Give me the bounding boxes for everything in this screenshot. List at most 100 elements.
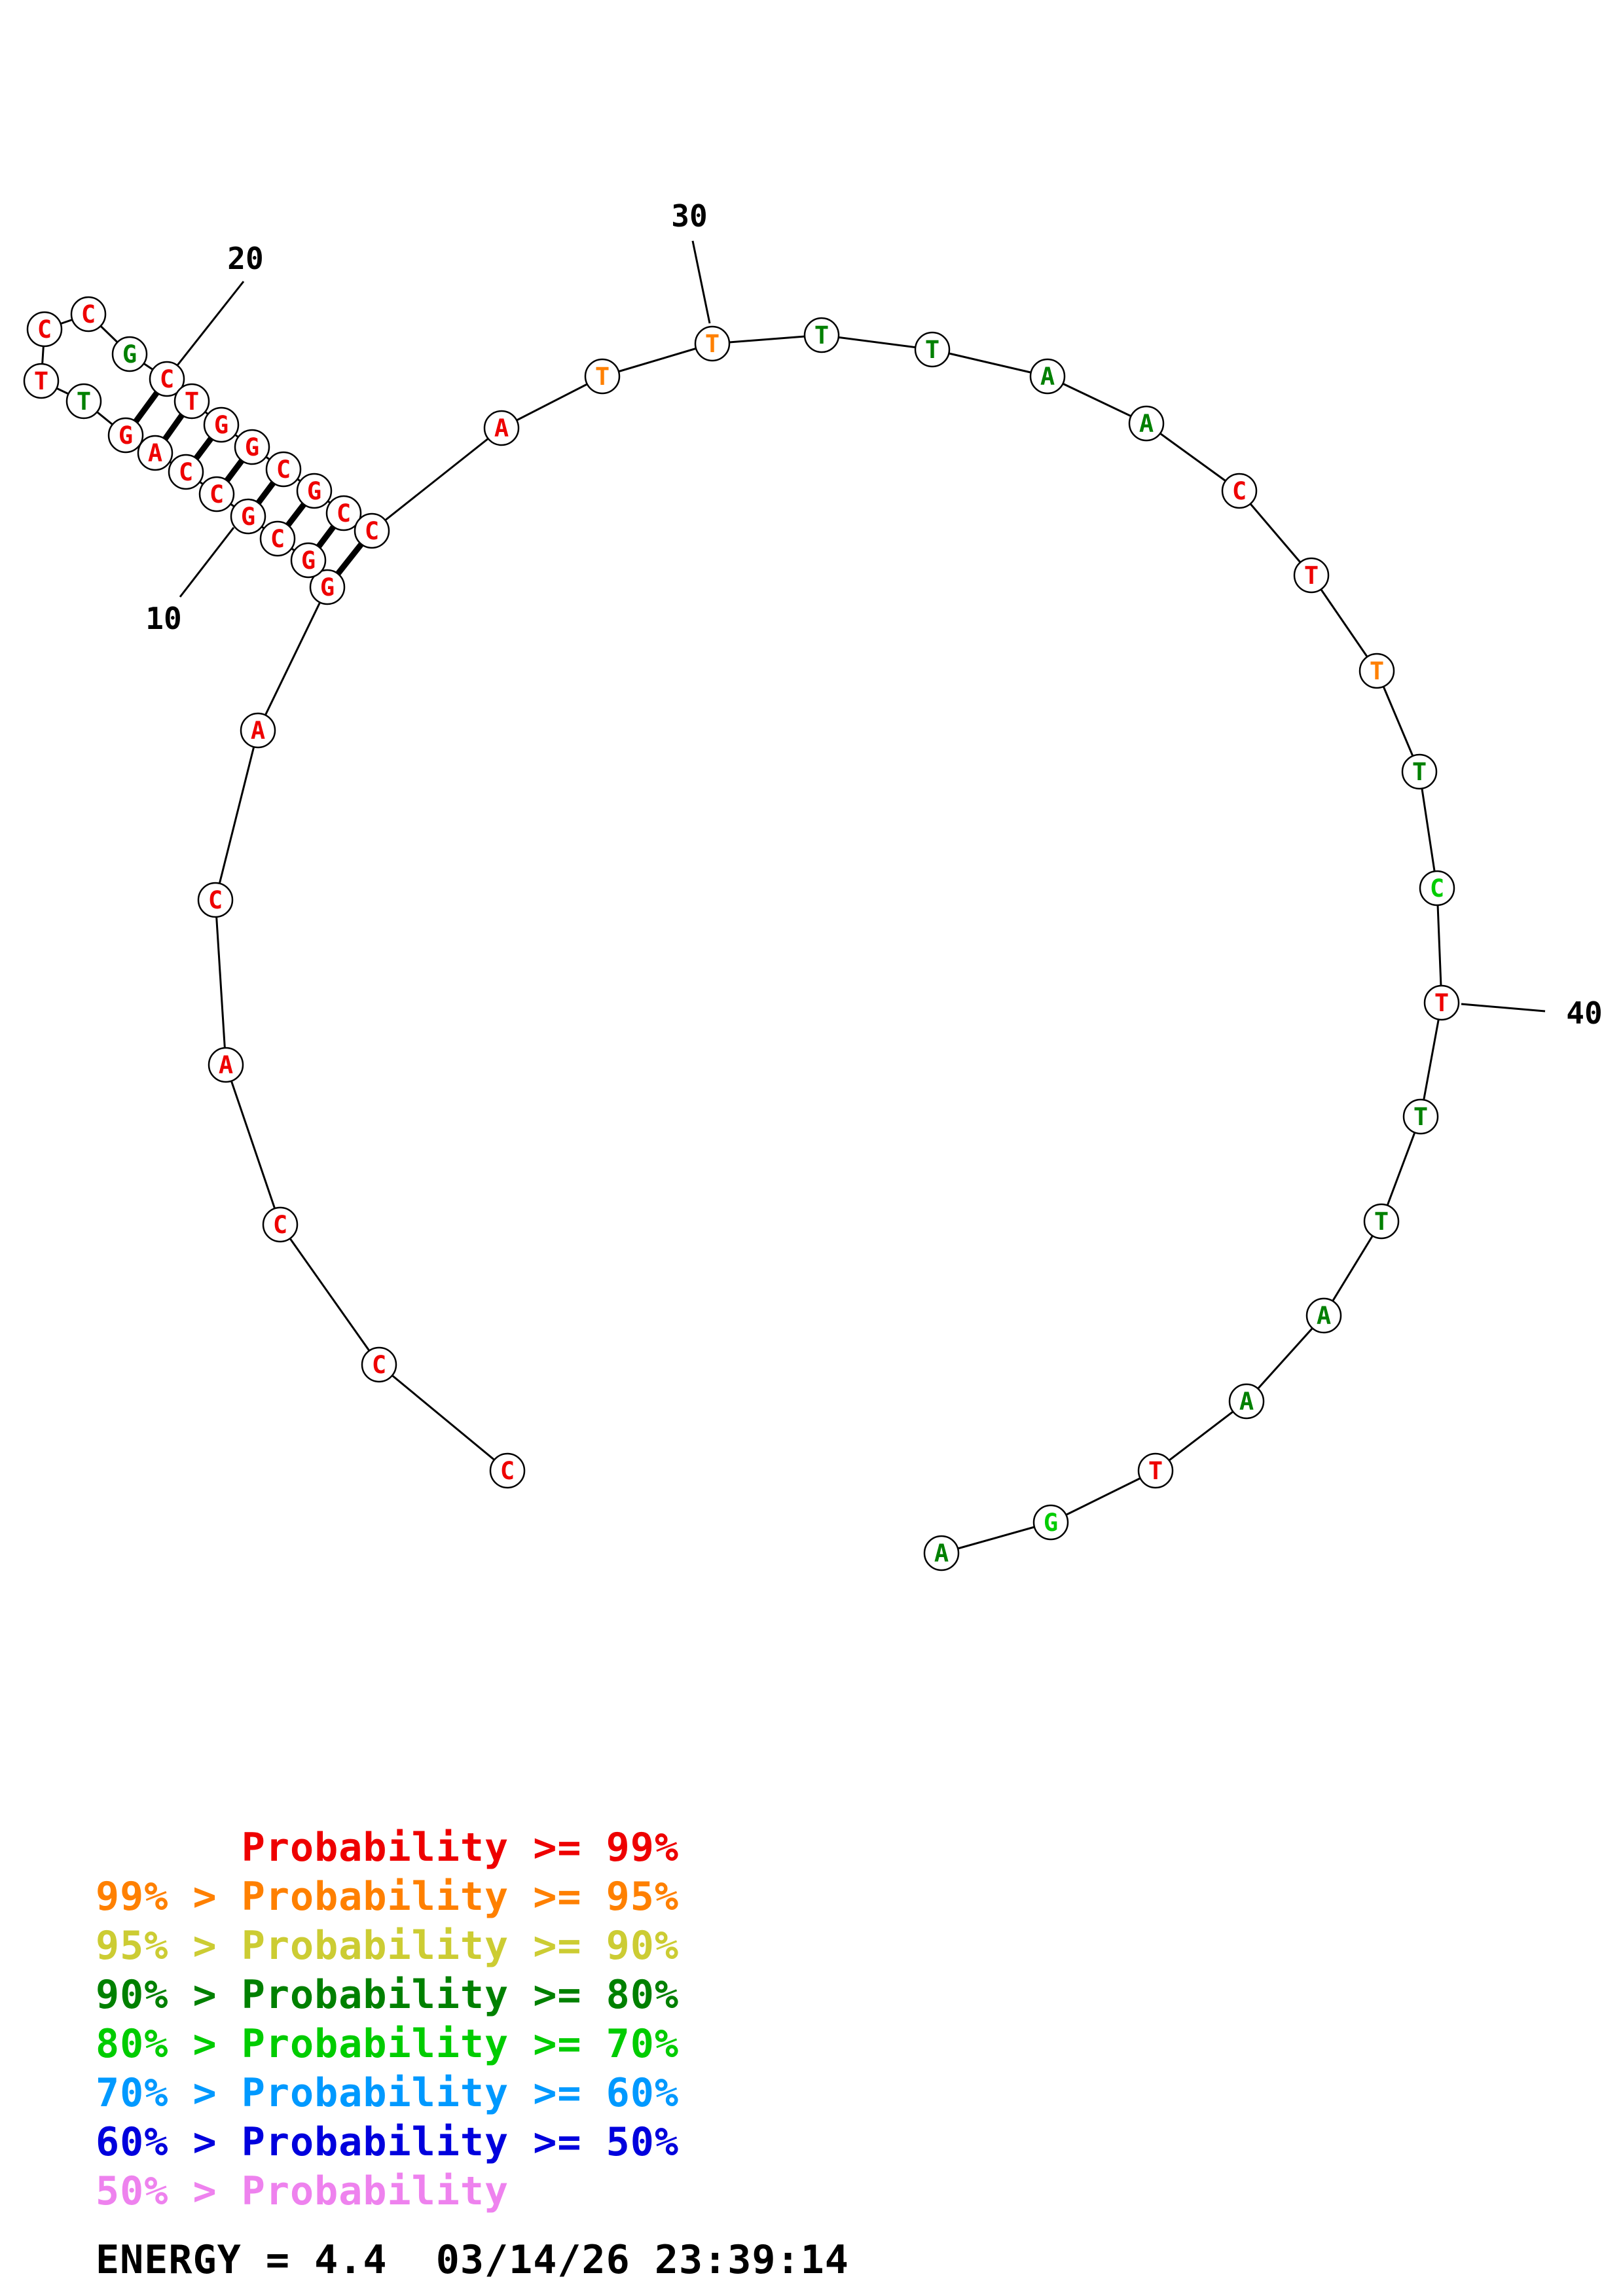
position-leader-line: [691, 240, 711, 324]
base-circle: [483, 410, 520, 446]
base-circle: [107, 417, 144, 454]
base-circle: [923, 1535, 960, 1571]
base-letter: G: [122, 340, 137, 368]
base-circle: [1401, 753, 1438, 790]
leader-line-layer: [176, 240, 1546, 1013]
base-letter: C: [500, 1457, 515, 1485]
base-letter: T: [34, 367, 48, 395]
base-letter: T: [705, 330, 720, 358]
legend-item: 70% > Probability >= 60%: [96, 2070, 679, 2116]
base-circle: [208, 1047, 244, 1083]
base-letter: T: [1304, 562, 1319, 590]
backbone-segment: [214, 899, 227, 1066]
base-letter: G: [245, 433, 259, 461]
base-circle: [309, 569, 346, 605]
backbone-segment: [941, 1521, 1051, 1554]
position-leader-line: [179, 527, 235, 598]
backbone-segment: [1047, 375, 1147, 425]
base-circle: [23, 363, 60, 399]
backbone-segment: [712, 334, 822, 345]
backbone-segment: [371, 427, 502, 532]
backbone-segment: [1245, 1314, 1325, 1403]
base-circle: [1029, 358, 1066, 395]
base-letter: T: [1148, 1457, 1163, 1485]
backbone-segment: [1436, 888, 1443, 1003]
base-circle: [1305, 1297, 1342, 1334]
legend-item: 95% > Probability >= 90%: [96, 1923, 679, 1969]
base-circle: [803, 317, 840, 353]
base-circle: [26, 311, 63, 348]
base-circle: [296, 473, 333, 509]
base-circle: [265, 451, 302, 488]
base-circle: [198, 476, 235, 512]
base-circle: [290, 542, 327, 579]
backbone-segment: [214, 730, 259, 901]
base-letter: A: [1040, 363, 1055, 391]
base-circle: [168, 454, 204, 490]
base-letter: T: [1413, 1103, 1428, 1131]
legend-item: 80% > Probability >= 70%: [96, 2021, 679, 2067]
base-letter: C: [372, 1351, 386, 1379]
legend-item: 90% > Probability >= 80%: [96, 1972, 679, 2018]
legend-item: 99% > Probability >= 95%: [96, 1874, 679, 1920]
backbone-segment: [501, 375, 603, 429]
position-label: 10: [145, 601, 181, 636]
base-circle: [1293, 557, 1330, 594]
backbone-segment: [1310, 575, 1378, 672]
base-circle: [361, 1346, 397, 1383]
backbone-segment: [1146, 422, 1240, 492]
backbone-segment: [1380, 1116, 1422, 1222]
base-letter: T: [1374, 1208, 1389, 1236]
energy-line: ENERGY = 4.4 03/14/26 23:39:14: [96, 2237, 849, 2283]
base-letter: G: [119, 422, 133, 450]
base-circle: [1402, 1098, 1439, 1135]
base-pair-layer: [123, 377, 374, 589]
base-letter: C: [337, 499, 351, 528]
base-letter: A: [1317, 1302, 1331, 1330]
probability-legend: Probability >= 99% 99% > Probability >= 9…: [96, 1823, 679, 2216]
base-letter: G: [320, 573, 335, 601]
base-circle: [197, 882, 234, 918]
base-circle: [694, 325, 731, 362]
base-letter: T: [185, 387, 199, 416]
backbone-segment: [1238, 490, 1313, 576]
base-letter: C: [270, 525, 285, 553]
legend-item: 60% > Probability >= 50%: [96, 2119, 679, 2165]
base-letter: C: [208, 886, 223, 914]
base-letter: A: [148, 439, 162, 467]
base-letter: T: [925, 336, 939, 364]
base-letter: G: [301, 547, 316, 575]
backbone-segment: [932, 348, 1048, 378]
base-circle: [1363, 1203, 1400, 1240]
base-circle: [173, 383, 210, 420]
legend-item: 50% > Probability: [96, 2168, 509, 2214]
base-letter: A: [1239, 1388, 1254, 1416]
base-letter: A: [219, 1051, 233, 1079]
position-label: 20: [227, 241, 263, 276]
base-circle: [1221, 473, 1258, 509]
base-circle: [234, 429, 270, 465]
backbone-segment: [225, 1064, 282, 1225]
backbone-segment: [1155, 1400, 1247, 1472]
base-circle: [1032, 1504, 1069, 1541]
backbone-segment: [602, 342, 713, 378]
backbone-segment: [821, 334, 933, 351]
base-letter: T: [77, 387, 91, 416]
base-circle: [1228, 1383, 1265, 1420]
base-circle: [149, 361, 185, 397]
backbone-segment: [378, 1363, 508, 1472]
base-letter: G: [214, 411, 228, 439]
base-letter: C: [273, 1211, 287, 1239]
base-letter: C: [179, 458, 193, 486]
base-letter: G: [1044, 1509, 1058, 1537]
base-circle: [1419, 870, 1455, 906]
base-circle: [489, 1452, 526, 1489]
base-letter: A: [251, 717, 265, 745]
position-leader-line: [176, 281, 245, 366]
base-letter: C: [210, 480, 224, 509]
backbone-segment: [1322, 1221, 1383, 1316]
base-circle: [262, 1206, 299, 1243]
base-circle: [354, 512, 390, 549]
base-letter: G: [241, 503, 255, 531]
